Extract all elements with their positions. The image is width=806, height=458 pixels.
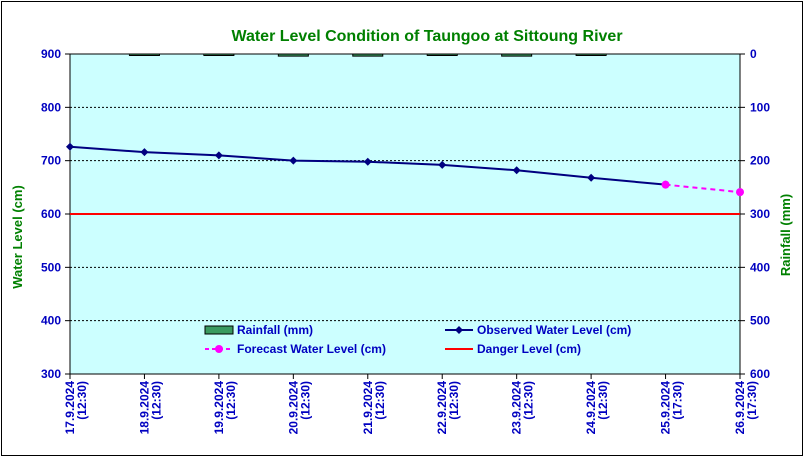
- y2-tick-label: 0: [750, 47, 757, 61]
- rainfall-bar: [128, 53, 160, 56]
- x-tick-label-time: (12:30): [224, 381, 238, 420]
- rainfall-bar: [575, 53, 607, 56]
- rainfall-bars: [128, 53, 607, 57]
- water-level-lines: [66, 142, 744, 215]
- y-tick-label: 500: [41, 260, 61, 274]
- x-tick-label-date: 21.9.2024: [361, 381, 375, 435]
- legend-forecast-marker: [215, 345, 223, 353]
- observed-point: [512, 166, 521, 175]
- observed-point: [438, 160, 447, 169]
- y2-axis-label: Rainfall (mm): [778, 194, 793, 276]
- x-tick-label-date: 18.9.2024: [137, 381, 151, 435]
- right-axis-ticks: 0 100 200 300 400 500 600: [740, 47, 770, 381]
- x-tick-label-time: (12:30): [596, 381, 610, 420]
- left-axis-ticks: 300 400 500 600 700 800 900: [41, 47, 70, 381]
- x-tick-label-date: 17.9.2024: [63, 381, 77, 435]
- y2-tick-label: 500: [750, 314, 770, 328]
- forecast-point: [661, 180, 670, 189]
- x-tick-label-time: (12:30): [522, 381, 536, 420]
- legend-rainfall-swatch: [204, 325, 234, 335]
- y2-tick-label: 100: [750, 100, 770, 114]
- observed-point: [214, 151, 223, 160]
- x-tick-label-date: 22.9.2024: [435, 381, 449, 435]
- x-tick-label-date: 20.9.2024: [286, 381, 300, 435]
- observed-point: [587, 173, 596, 182]
- x-tick-label-date: 23.9.2024: [510, 381, 524, 435]
- forecast-point: [736, 188, 744, 197]
- legend-label-observed: Observed Water Level (cm): [477, 323, 631, 337]
- y2-tick-label: 300: [750, 207, 770, 221]
- forecast-line: [665, 183, 741, 194]
- y-tick-label: 900: [41, 47, 61, 61]
- observed-point: [140, 148, 149, 157]
- observed-point: [289, 156, 298, 165]
- observed-point: [66, 142, 74, 151]
- x-tick-label-time: (12:30): [75, 381, 89, 420]
- x-tick-label-time: (17:30): [671, 381, 685, 420]
- y-axis-label: Water Level (cm): [10, 185, 25, 289]
- x-tick-label-date: 19.9.2024: [212, 381, 226, 435]
- x-tick-label-time: (12:30): [447, 381, 461, 420]
- x-tick-label-date: 24.9.2024: [584, 381, 598, 435]
- x-tick-label-date: 25.9.2024: [659, 381, 673, 435]
- x-tick-label-time: (12:30): [373, 381, 387, 420]
- rainfall-bar: [203, 53, 235, 56]
- legend: Rainfall (mm) Observed Water Level (cm) Fo…: [204, 323, 631, 356]
- y2-tick-label: 600: [750, 367, 770, 381]
- chart-title: Water Level Condition of Taungoo at Sitt…: [231, 28, 622, 45]
- legend-label-forecast: Forecast Water Level (cm): [237, 342, 386, 356]
- y-tick-label: 400: [41, 314, 61, 328]
- legend-observed-marker: [455, 326, 463, 334]
- y2-tick-label: 200: [750, 154, 770, 168]
- legend-label-rainfall: Rainfall (mm): [237, 323, 313, 337]
- x-tick-label-time: (17:30): [745, 381, 759, 420]
- observed-point: [363, 157, 372, 166]
- rainfall-bar: [277, 53, 309, 57]
- x-tick-label-time: (12:30): [298, 381, 312, 420]
- y-tick-label: 700: [41, 154, 61, 168]
- rainfall-bar: [501, 53, 533, 57]
- y-tick-label: 300: [41, 367, 61, 381]
- x-axis-ticks: 17.9.2024(12:30) 18.9.2024(12:30) 19.9.202…: [63, 374, 759, 434]
- x-tick-label-date: 26.9.2024: [733, 381, 747, 435]
- y-tick-label: 600: [41, 207, 61, 221]
- legend-label-danger: Danger Level (cm): [477, 342, 581, 356]
- rainfall-bar: [352, 53, 384, 57]
- y2-tick-label: 400: [750, 260, 770, 274]
- y-tick-label: 800: [41, 100, 61, 114]
- rainfall-bar: [426, 53, 458, 56]
- x-tick-label-time: (12:30): [149, 381, 163, 420]
